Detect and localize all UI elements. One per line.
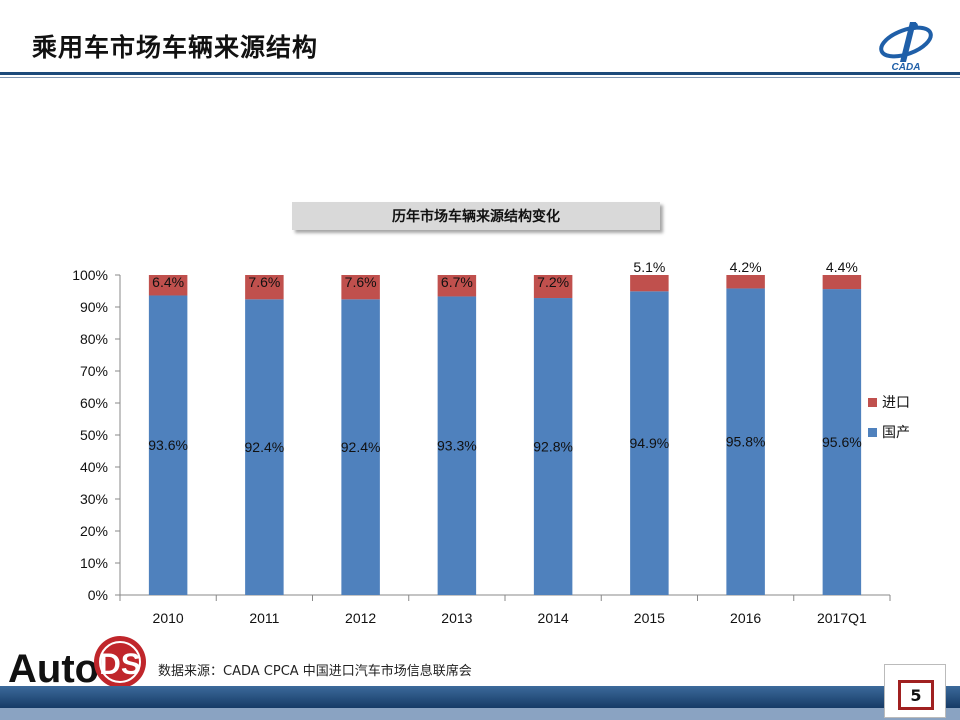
source-note: 数据来源：CADA CPCA 中国进口汽车市场信息联席会 — [158, 664, 472, 679]
bar-domestic — [630, 291, 669, 595]
page-title: 乘用车市场车辆来源结构 — [32, 33, 319, 62]
chart-title: 历年市场车辆来源结构变化 — [292, 202, 660, 230]
y-tick-label: 50% — [80, 427, 108, 443]
bar-domestic — [533, 298, 573, 595]
bar-import — [533, 275, 573, 299]
x-tick-label: 2013 — [441, 610, 472, 626]
footer-band — [0, 686, 960, 708]
y-tick-label: 60% — [80, 395, 108, 411]
data-label-domestic: 92.4% — [245, 439, 285, 455]
y-tick-label: 40% — [80, 459, 108, 475]
x-tick-label: 2015 — [634, 610, 665, 626]
data-label-domestic: 95.6% — [822, 434, 862, 450]
y-tick-label: 90% — [80, 299, 108, 315]
logo-text: CADA — [892, 62, 921, 72]
autods-logo: Auto DS — [8, 636, 146, 690]
header-divider — [0, 72, 960, 75]
header-divider-thin — [0, 77, 960, 78]
data-label-import: 6.7% — [441, 274, 473, 290]
y-tick-label: 30% — [80, 491, 108, 507]
legend-label: 进口 — [882, 395, 910, 411]
y-tick-label: 100% — [72, 267, 108, 283]
data-label-domestic: 92.4% — [341, 439, 381, 455]
data-label-domestic: 92.8% — [533, 439, 573, 455]
y-tick-label: 0% — [88, 587, 108, 603]
y-tick-label: 10% — [80, 555, 108, 571]
autods-logo-auto: Auto — [8, 647, 99, 690]
bar-import — [630, 275, 669, 292]
data-label-import: 4.4% — [826, 259, 858, 275]
data-label-import: 7.6% — [345, 274, 377, 290]
bar-domestic — [148, 295, 188, 595]
bar-import — [148, 275, 188, 296]
bar-domestic — [341, 299, 380, 595]
x-tick-label: 2011 — [249, 610, 279, 626]
bar-domestic — [245, 299, 284, 595]
bar-import — [726, 275, 765, 289]
data-label-import: 7.2% — [537, 274, 569, 290]
legend-swatch — [868, 428, 877, 437]
legend-label: 国产 — [882, 425, 910, 441]
data-label-import: 6.4% — [152, 274, 184, 290]
data-label-domestic: 93.3% — [437, 438, 477, 454]
y-tick-label: 20% — [80, 523, 108, 539]
x-tick-label: 2016 — [730, 610, 761, 626]
cada-logo: CADA — [879, 22, 933, 72]
x-tick-label: 2014 — [538, 610, 569, 626]
bar-import — [341, 275, 380, 300]
data-label-import: 7.6% — [248, 274, 280, 290]
y-tick-label: 70% — [80, 363, 108, 379]
bar-import — [822, 275, 862, 290]
data-label-import: 5.1% — [633, 259, 665, 275]
footer-band-light — [0, 708, 960, 720]
autods-logo-ds: DS — [99, 648, 141, 681]
bar-import — [245, 275, 284, 300]
data-label-import: 4.2% — [730, 259, 762, 275]
stacked-bar-chart: 0% 10% 20% 30% 40% 50% 60% 70% 80% 90% 100% 2010 201… — [72, 259, 910, 626]
y-tick-label: 80% — [80, 331, 108, 347]
bar-domestic — [726, 288, 765, 595]
legend-swatch — [868, 398, 877, 407]
data-label-domestic: 94.9% — [630, 435, 670, 451]
x-tick-label: 2010 — [153, 610, 184, 626]
x-tick-label: 2012 — [345, 610, 376, 626]
bar-domestic — [437, 296, 477, 595]
data-label-domestic: 95.8% — [726, 434, 766, 450]
data-label-domestic: 93.6% — [148, 437, 188, 453]
x-tick-label: 2017Q1 — [817, 610, 867, 626]
bar-domestic — [822, 289, 862, 595]
page-number: 5 — [898, 680, 934, 710]
bar-import — [437, 275, 477, 297]
